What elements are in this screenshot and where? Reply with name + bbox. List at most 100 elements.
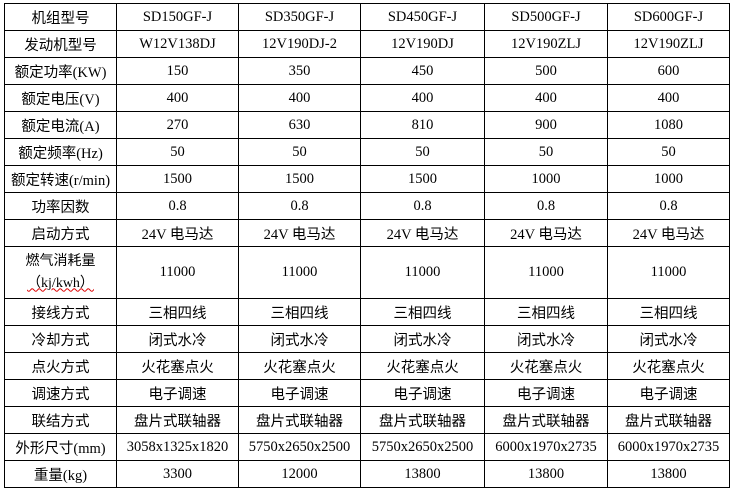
table-cell: 24V 电马达 xyxy=(360,219,485,247)
table-cell: W12V138DJ xyxy=(116,30,239,58)
table-cell: 0.8 xyxy=(238,192,361,220)
table-cell: 火花塞点火 xyxy=(116,352,239,380)
table-cell: 5750x2650x2500 xyxy=(360,433,485,461)
row-label: 重量(kg) xyxy=(4,460,117,488)
table-cell: 11000 xyxy=(360,246,485,299)
table-cell: 13800 xyxy=(360,460,485,488)
table-cell: 电子调速 xyxy=(484,379,608,407)
table-cell: 盘片式联轴器 xyxy=(360,406,485,434)
table-cell: 24V 电马达 xyxy=(484,219,608,247)
table-row: 功率因数 0.8 0.8 0.8 0.8 0.8 xyxy=(4,192,730,220)
table-cell: 12V190ZLJ xyxy=(607,30,730,58)
table-row: 额定电流(A) 270 630 810 900 1080 xyxy=(4,111,730,139)
table-cell: SD600GF-J xyxy=(607,3,730,31)
table-cell: 11000 xyxy=(116,246,239,299)
table-cell: 810 xyxy=(360,111,485,139)
table-cell: 400 xyxy=(607,84,730,112)
table-cell: 1500 xyxy=(238,165,361,193)
table-cell: 闭式水冷 xyxy=(238,325,361,353)
row-label: 额定转速(r/min) xyxy=(4,165,117,193)
table-cell: 24V 电马达 xyxy=(607,219,730,247)
table-cell: SD450GF-J xyxy=(360,3,485,31)
table-cell: SD500GF-J xyxy=(484,3,608,31)
table-cell: 闭式水冷 xyxy=(116,325,239,353)
table-cell: 50 xyxy=(238,138,361,166)
table-cell: 0.8 xyxy=(360,192,485,220)
table-cell: 13800 xyxy=(607,460,730,488)
table-row: 调速方式 电子调速 电子调速 电子调速 电子调速 电子调速 xyxy=(4,379,730,407)
table-cell: 电子调速 xyxy=(607,379,730,407)
row-label: 调速方式 xyxy=(4,379,117,407)
table-cell: 电子调速 xyxy=(360,379,485,407)
table-cell: 闭式水冷 xyxy=(360,325,485,353)
table-cell: 13800 xyxy=(484,460,608,488)
row-label: 机组型号 xyxy=(4,3,117,31)
table-cell: 1080 xyxy=(607,111,730,139)
row-label: 额定电压(V) xyxy=(4,84,117,112)
table-cell: 盘片式联轴器 xyxy=(484,406,608,434)
table-row: 点火方式 火花塞点火 火花塞点火 火花塞点火 火花塞点火 火花塞点火 xyxy=(4,352,730,380)
table-cell: 6000x1970x2735 xyxy=(484,433,608,461)
table-cell: 电子调速 xyxy=(116,379,239,407)
table-row: 启动方式 24V 电马达 24V 电马达 24V 电马达 24V 电马达 24V 电马达 xyxy=(4,219,730,247)
table-cell: 50 xyxy=(116,138,239,166)
table-cell: 12V190ZLJ xyxy=(484,30,608,58)
row-label: 额定电流(A) xyxy=(4,111,117,139)
row-label: 启动方式 xyxy=(4,219,117,247)
table-row: 发动机型号 W12V138DJ 12V190DJ-2 12V190DJ 12V190ZL… xyxy=(4,30,730,58)
table-cell: 150 xyxy=(116,57,239,85)
row-label: 接线方式 xyxy=(4,298,117,326)
table-row: 冷却方式 闭式水冷 闭式水冷 闭式水冷 闭式水冷 闭式水冷 xyxy=(4,325,730,353)
table-cell: 火花塞点火 xyxy=(238,352,361,380)
table-cell: 闭式水冷 xyxy=(607,325,730,353)
table-cell: 0.8 xyxy=(607,192,730,220)
table-cell: 3300 xyxy=(116,460,239,488)
table-cell: 1000 xyxy=(484,165,608,193)
table-row: 额定转速(r/min) 1500 1500 1500 1000 1000 xyxy=(4,165,730,193)
table-cell: 600 xyxy=(607,57,730,85)
table-cell: 三相四线 xyxy=(360,298,485,326)
row-label: 额定频率(Hz) xyxy=(4,138,117,166)
table-cell: 12000 xyxy=(238,460,361,488)
table-cell: 1500 xyxy=(116,165,239,193)
table-row: 接线方式 三相四线 三相四线 三相四线 三相四线 三相四线 xyxy=(4,298,730,326)
table-cell: 三相四线 xyxy=(484,298,608,326)
table-cell: 盘片式联轴器 xyxy=(238,406,361,434)
table-cell: 6000x1970x2735 xyxy=(607,433,730,461)
table-cell: 火花塞点火 xyxy=(484,352,608,380)
table-row: 额定功率(KW) 150 350 450 500 600 xyxy=(4,57,730,85)
table-cell: 900 xyxy=(484,111,608,139)
table-cell: 12V190DJ-2 xyxy=(238,30,361,58)
table-cell: 500 xyxy=(484,57,608,85)
table-cell: 12V190DJ xyxy=(360,30,485,58)
table-cell: 0.8 xyxy=(484,192,608,220)
table-cell: 11000 xyxy=(238,246,361,299)
table-row: 外形尺寸(mm) 3058x1325x1820 5750x2650x2500 5750… xyxy=(4,433,730,461)
table-cell: 11000 xyxy=(607,246,730,299)
table-cell: 50 xyxy=(484,138,608,166)
table-row: 机组型号 SD150GF-J SD350GF-J SD450GF-J SD500GF-J… xyxy=(4,3,730,31)
table-cell: 盘片式联轴器 xyxy=(116,406,239,434)
row-label: 点火方式 xyxy=(4,352,117,380)
table-cell: 1500 xyxy=(360,165,485,193)
table-cell: 24V 电马达 xyxy=(116,219,239,247)
table-cell: 50 xyxy=(607,138,730,166)
row-label-unit: （kj/kwh） xyxy=(27,275,94,291)
table-row: 重量(kg) 3300 12000 13800 13800 13800 xyxy=(4,460,730,488)
table-cell: 电子调速 xyxy=(238,379,361,407)
table-cell: 270 xyxy=(116,111,239,139)
table-cell: 630 xyxy=(238,111,361,139)
table-cell: 三相四线 xyxy=(607,298,730,326)
row-label: 冷却方式 xyxy=(4,325,117,353)
table-cell: 0.8 xyxy=(116,192,239,220)
table-row: 额定电压(V) 400 400 400 400 400 xyxy=(4,84,730,112)
table-cell: 24V 电马达 xyxy=(238,219,361,247)
table-row: 联结方式 盘片式联轴器 盘片式联轴器 盘片式联轴器 盘片式联轴器 盘片式联轴器 xyxy=(4,406,730,434)
table-cell: 400 xyxy=(484,84,608,112)
table-cell: 1000 xyxy=(607,165,730,193)
table-cell: 火花塞点火 xyxy=(360,352,485,380)
table-cell: 450 xyxy=(360,57,485,85)
row-label: 外形尺寸(mm) xyxy=(4,433,117,461)
table-cell: 三相四线 xyxy=(238,298,361,326)
table-cell: 三相四线 xyxy=(116,298,239,326)
